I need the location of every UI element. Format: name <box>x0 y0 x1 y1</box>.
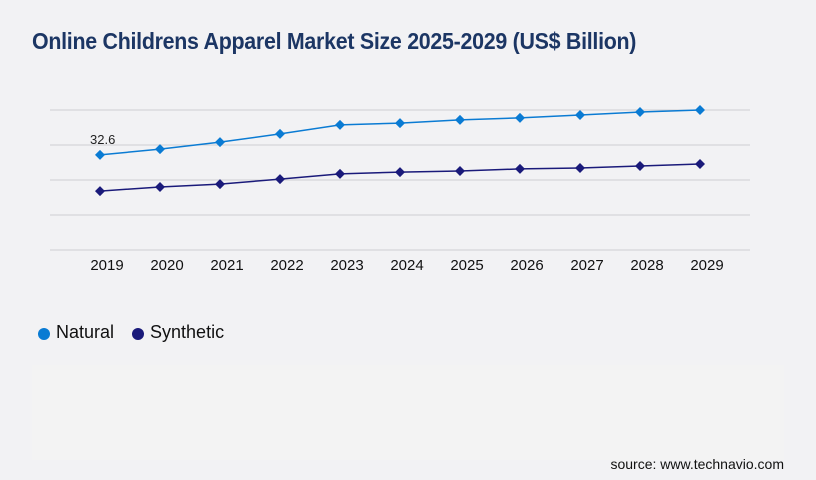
gridlines <box>50 109 750 251</box>
x-tick-label: 2026 <box>510 257 543 274</box>
data-label: 32.6 <box>90 132 115 147</box>
data-point-natural <box>335 119 345 130</box>
data-point-synthetic <box>155 182 165 192</box>
data-point-synthetic <box>455 165 465 176</box>
data-point-natural <box>575 109 585 120</box>
source-text: source: www.technavio.com <box>610 456 784 472</box>
legend-item-natural: Natural <box>38 322 114 343</box>
data-point-natural <box>395 118 405 129</box>
legend-label-synthetic: Synthetic <box>150 322 225 342</box>
data-point-natural <box>455 114 465 125</box>
x-tick-label: 2023 <box>330 257 363 274</box>
data-point-natural <box>155 144 165 155</box>
x-tick-label: 2028 <box>630 257 663 274</box>
x-axis-ticks: 2019 2020 2021 2022 2023 2024 2025 2026 2027 2028… <box>90 257 723 274</box>
x-tick-label: 2019 <box>90 257 123 274</box>
data-point-natural <box>275 128 285 139</box>
legend-item-synthetic: Synthetic <box>132 322 224 343</box>
data-point-synthetic <box>215 179 225 190</box>
x-tick-label: 2022 <box>270 257 303 274</box>
x-tick-label: 2029 <box>690 257 723 274</box>
data-point-synthetic <box>95 186 105 197</box>
data-point-synthetic <box>395 167 405 178</box>
data-point-synthetic <box>515 163 525 174</box>
data-point-natural <box>635 107 645 118</box>
data-point-synthetic <box>575 163 585 174</box>
x-tick-label: 2025 <box>450 257 483 274</box>
x-tick-label: 2020 <box>150 257 183 274</box>
x-tick-label: 2024 <box>390 257 423 274</box>
data-point-natural <box>515 112 525 123</box>
data-point-natural <box>215 137 225 148</box>
legend-label-natural: Natural <box>56 322 115 342</box>
x-tick-label: 2021 <box>210 257 243 274</box>
legend: Natural Synthetic <box>38 322 242 343</box>
data-point-synthetic <box>275 174 285 185</box>
legend-marker-synthetic <box>132 328 145 340</box>
data-point-synthetic <box>335 168 345 179</box>
data-point-synthetic <box>635 161 645 171</box>
lower-panel <box>32 365 784 460</box>
chart-title: Online Childrens Apparel Market Size 202… <box>32 28 637 54</box>
data-point-natural <box>95 149 105 160</box>
series-layer <box>95 105 705 197</box>
data-point-natural <box>695 105 705 115</box>
data-point-synthetic <box>695 158 705 169</box>
series-line-natural <box>99 109 701 156</box>
legend-marker-natural <box>38 328 50 340</box>
line-chart: 2019 2020 2021 2022 2023 2024 2025 2026 2027 2028… <box>50 105 750 274</box>
data-labels: 32.6 <box>90 132 115 147</box>
x-tick-label: 2027 <box>570 257 603 274</box>
